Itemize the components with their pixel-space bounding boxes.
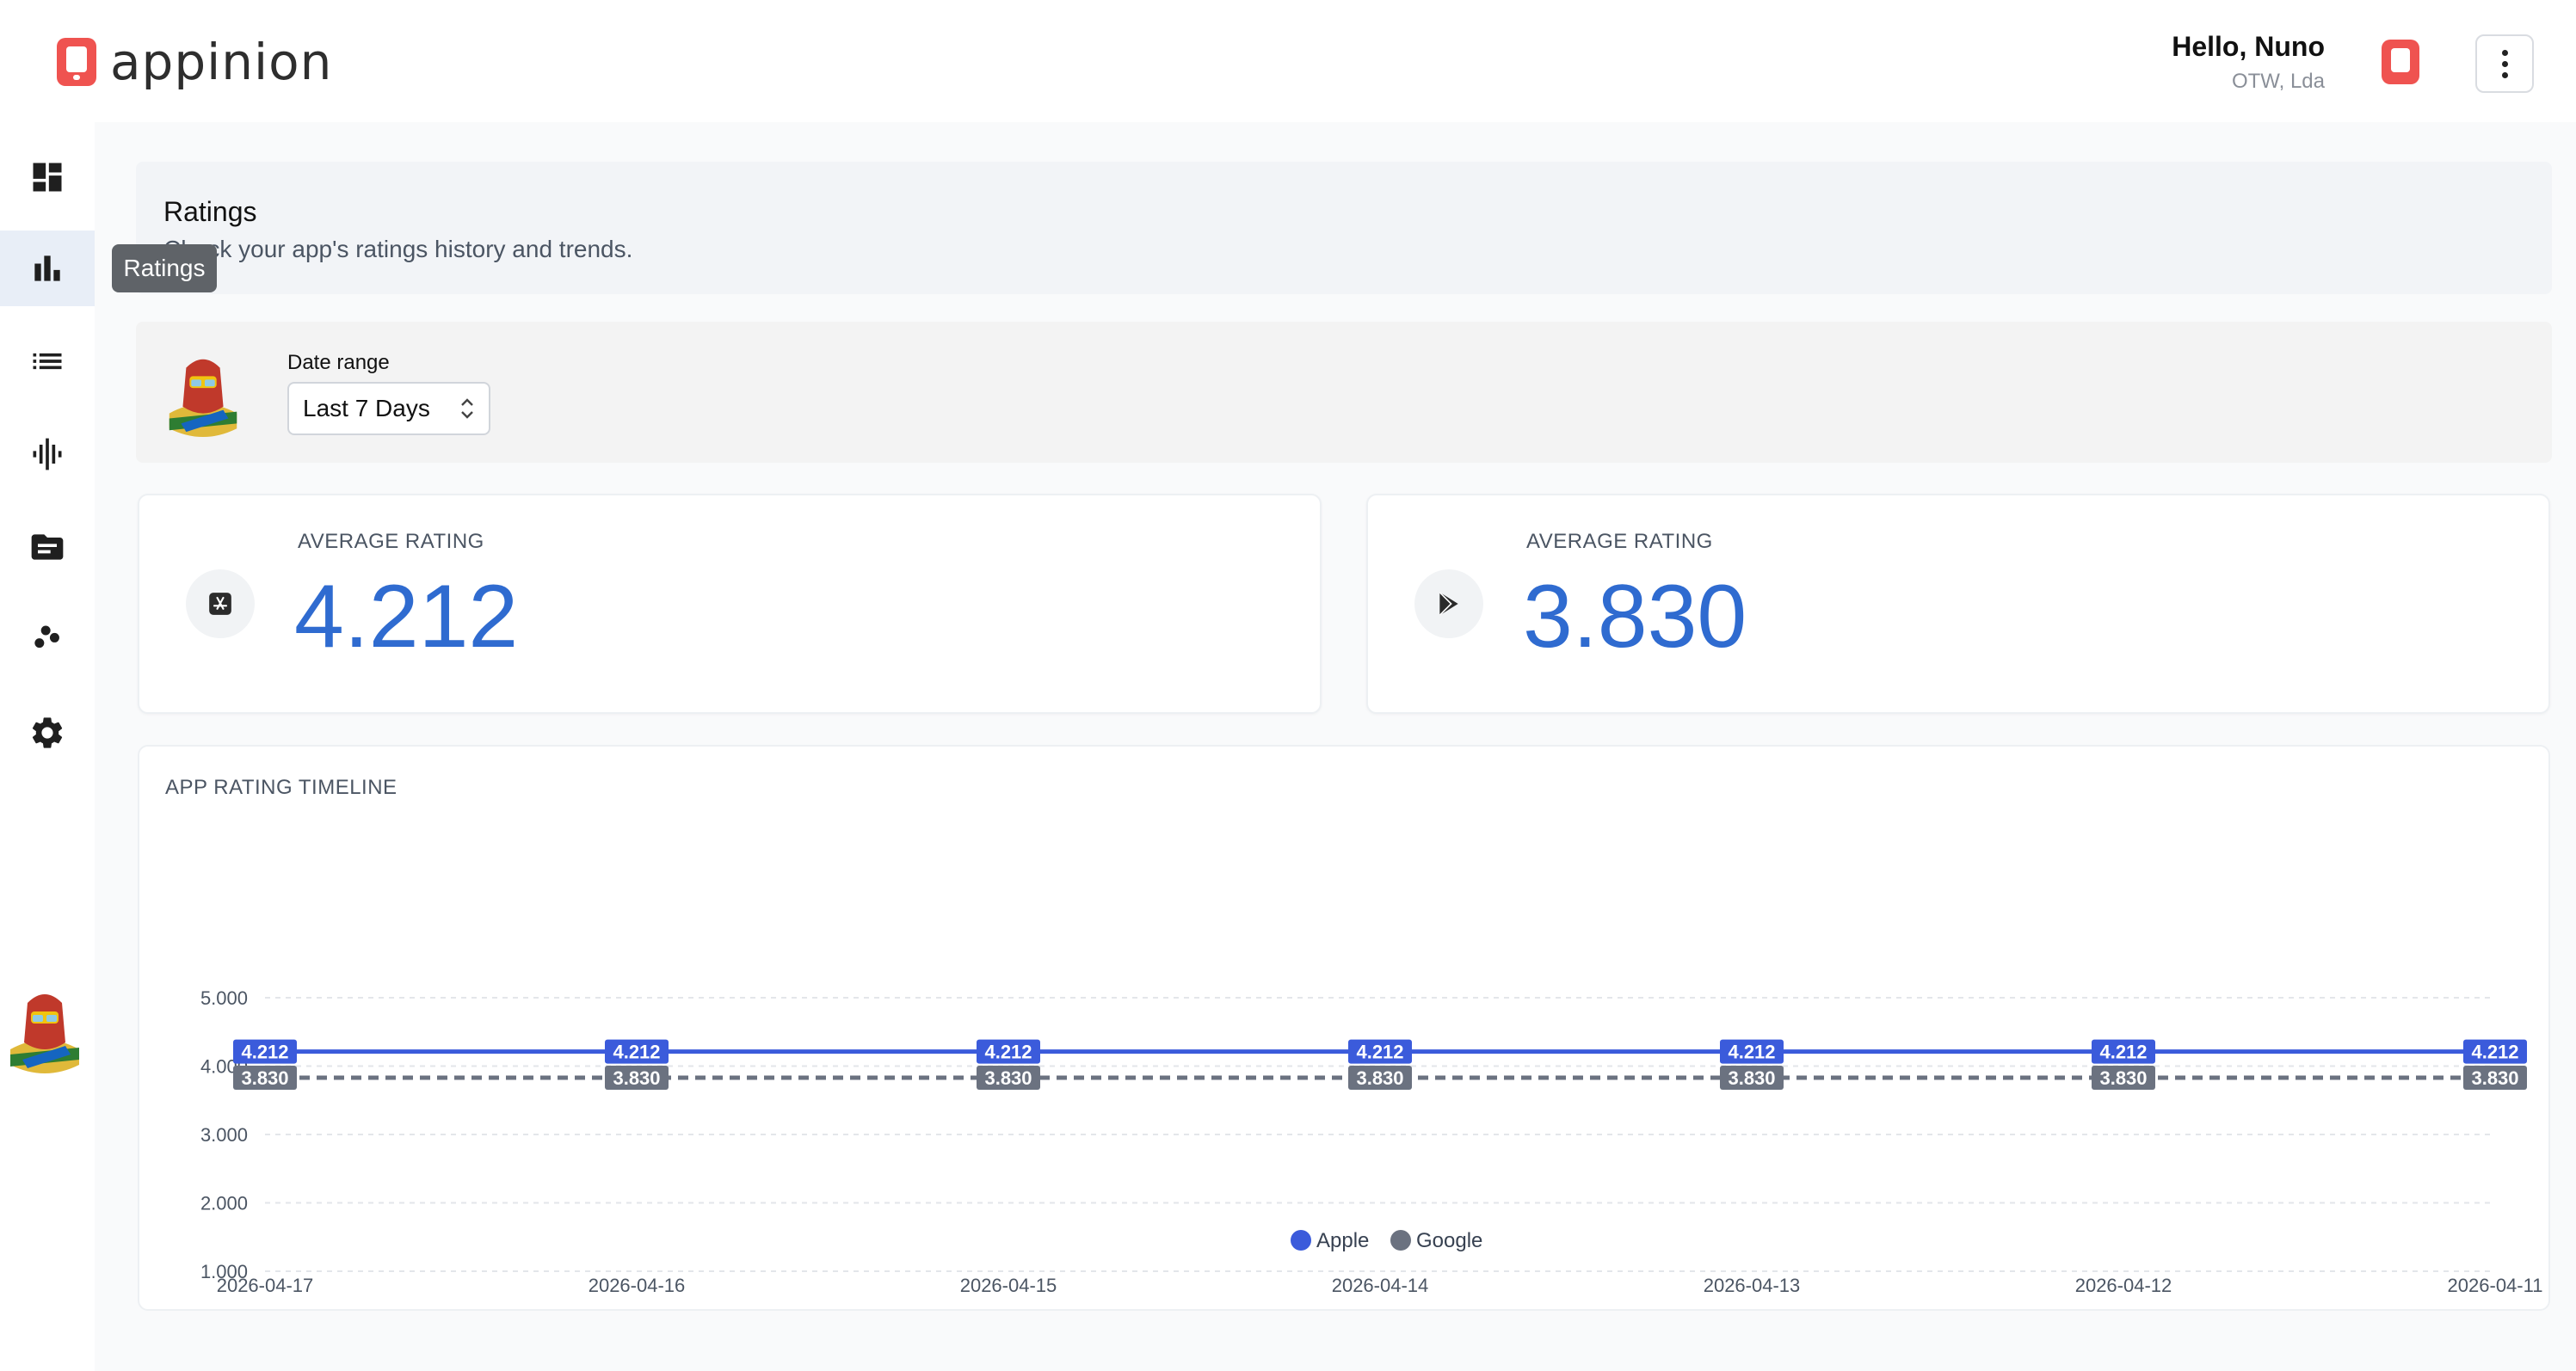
data-label-apple: 4.212	[241, 1042, 288, 1063]
waveform-icon	[33, 438, 62, 470]
folder-icon	[31, 534, 64, 560]
main-content: Ratings Check your app's ratings history…	[95, 122, 2576, 1371]
data-label-google: 3.830	[241, 1067, 288, 1089]
page-title: Ratings	[163, 196, 257, 227]
kebab-dot	[2501, 71, 2508, 78]
more-options-button[interactable]	[2475, 34, 2534, 93]
data-label-bg	[2463, 1039, 2527, 1064]
legend-label-google: Google	[1416, 1229, 1482, 1252]
gear-icon	[32, 717, 63, 748]
sidebar	[0, 122, 95, 1371]
data-label-apple: 4.212	[613, 1042, 660, 1063]
x-tick-label: 2026-04-16	[589, 1275, 686, 1296]
apple-average-rating: 4.212	[294, 567, 519, 667]
data-label-google: 3.830	[2099, 1067, 2147, 1089]
data-label-bg	[2092, 1039, 2155, 1064]
data-label-bg	[605, 1039, 669, 1064]
data-label-google: 3.830	[1356, 1067, 1403, 1089]
data-label-google: 3.830	[2471, 1067, 2518, 1089]
greeting-text: Hello, Nuno	[2172, 31, 2325, 62]
y-tick-label: 5.000	[200, 987, 248, 1009]
top-bar: appinion Hello, Nuno OTW, Lda	[0, 0, 2576, 122]
data-label-google: 3.830	[984, 1067, 1032, 1089]
sidebar-item-settings[interactable]	[0, 695, 95, 771]
legend-swatch-google	[1390, 1230, 1411, 1251]
data-label-bg	[977, 1039, 1040, 1064]
legend-swatch-apple	[1291, 1230, 1311, 1251]
data-label-bg	[605, 1066, 669, 1091]
y-tick-label: 3.000	[200, 1124, 248, 1146]
play-store-icon	[1414, 569, 1483, 638]
apple-rating-card: AVERAGE RATING 4.212	[138, 494, 1322, 714]
sidebar-item-ratings[interactable]	[0, 231, 95, 306]
stat-label: AVERAGE RATING	[298, 530, 484, 553]
page-header: Ratings Check your app's ratings history…	[136, 162, 2552, 294]
list-icon	[33, 353, 62, 370]
data-label-apple: 4.212	[984, 1042, 1032, 1063]
sidebar-item-insights[interactable]	[0, 416, 95, 492]
data-label-bg	[1720, 1066, 1784, 1091]
page-subtitle: Check your app's ratings history and tre…	[163, 236, 633, 262]
user-greeting: Hello, Nuno OTW, Lda	[2172, 31, 2325, 94]
rating-timeline-card: APP RATING TIMELINE 5.000 4.000 3.000 2.000…	[138, 745, 2550, 1311]
google-rating-card: AVERAGE RATING 3.830	[1366, 494, 2550, 714]
ratings-tooltip: Ratings	[112, 244, 217, 292]
select-chevron-icon	[461, 398, 473, 419]
data-label-bg	[1348, 1039, 1412, 1064]
x-tick-label: 2026-04-17	[217, 1275, 314, 1296]
user-avatar[interactable]	[5, 986, 84, 1075]
data-label-bg	[1720, 1039, 1784, 1064]
y-tick-label: 1.000	[200, 1261, 248, 1282]
kebab-dot	[2501, 60, 2508, 67]
date-range-select[interactable]: Last 7 Days	[287, 382, 490, 435]
data-label-bg	[2092, 1066, 2155, 1091]
sidebar-item-reviews[interactable]	[0, 323, 95, 399]
data-label-bg	[233, 1039, 297, 1064]
data-label-apple: 4.212	[1728, 1042, 1775, 1063]
data-label-apple: 4.212	[1356, 1042, 1403, 1063]
data-label-google: 3.830	[613, 1067, 660, 1089]
data-label-apple: 4.212	[2471, 1042, 2518, 1063]
x-tick-label: 2026-04-11	[2448, 1275, 2543, 1296]
chart-title: APP RATING TIMELINE	[165, 776, 397, 799]
app-avatar	[169, 359, 237, 438]
data-label-bg	[977, 1066, 1040, 1091]
data-label-bg	[2463, 1066, 2527, 1091]
data-label-google: 3.830	[1728, 1067, 1775, 1089]
data-label-bg	[1348, 1066, 1412, 1091]
x-tick-label: 2026-04-14	[1332, 1275, 1429, 1296]
stat-label: AVERAGE RATING	[1526, 530, 1713, 553]
data-label-apple: 4.212	[2099, 1042, 2147, 1063]
filter-bar: Date range Last 7 Days	[136, 322, 2552, 463]
x-tick-label: 2026-04-13	[1704, 1275, 1801, 1296]
app-store-icon	[186, 569, 255, 638]
logo-phone-icon	[57, 38, 96, 86]
kebab-dot	[2501, 49, 2508, 56]
scatter-icon	[34, 625, 59, 649]
bar-chart-icon	[34, 255, 60, 281]
legend-label-apple: Apple	[1316, 1229, 1369, 1252]
app-name: appinion	[110, 33, 333, 91]
date-range-label: Date range	[287, 351, 390, 374]
x-tick-label: 2026-04-12	[2075, 1275, 2172, 1296]
y-tick-label: 2.000	[200, 1193, 248, 1214]
organization-name: OTW, Lda	[2231, 70, 2325, 93]
sidebar-item-dashboard[interactable]	[0, 139, 95, 215]
app-logo[interactable]: appinion	[57, 33, 333, 91]
app-switcher-icon[interactable]	[2382, 40, 2419, 84]
sidebar-item-folders[interactable]	[0, 509, 95, 585]
x-tick-label: 2026-04-15	[960, 1275, 1057, 1296]
data-label-bg	[233, 1066, 297, 1091]
dashboard-icon	[33, 163, 62, 192]
date-range-value: Last 7 Days	[303, 395, 430, 421]
google-average-rating: 3.830	[1523, 567, 1747, 667]
sidebar-item-analysis[interactable]	[0, 602, 95, 678]
